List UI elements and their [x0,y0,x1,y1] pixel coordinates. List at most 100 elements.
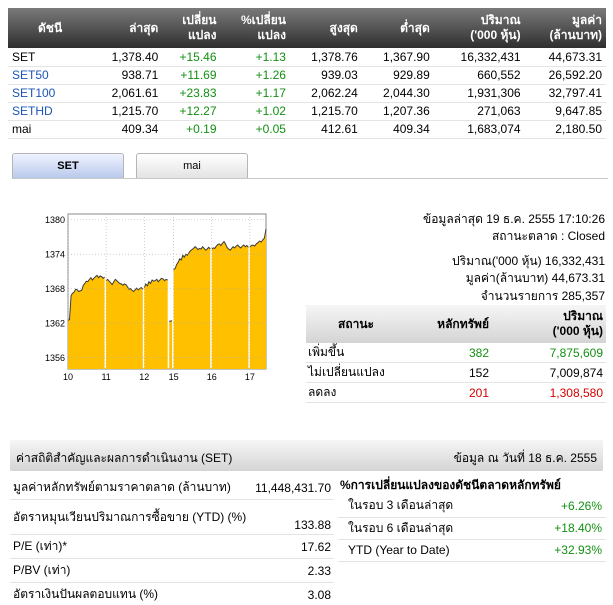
index-low: 2,044.30 [361,84,434,103]
status-volume: 7,009,874 [492,362,606,383]
line-series-17 [249,228,267,248]
index-table-header: ดัชนี ล่าสุด เปลี่ยน แปลง %เปลี่ยน แปลง สู… [8,8,606,48]
index-last: 1,215.70 [90,102,163,121]
index-change: +15.46 [162,48,221,67]
index-name[interactable]: SETHD [8,102,91,121]
stat-label: มูลค่าหลักทรัพย์ตามราคาตลาด (ล้านบาท) [10,476,252,500]
area-series-10 [68,275,105,369]
index-high: 939.03 [289,66,362,85]
col-header-status-volume: ปริมาณ ('000 หุ้น) [552,309,603,338]
table-row: ในรอบ 6 เดือนล่าสุด +18.40% [338,517,606,540]
index-pct-change: +1.13 [220,48,290,67]
table-row: เพิ่มขึ้น 382 7,875,609 [306,343,606,363]
index-change: +0.19 [162,120,221,139]
advance-decline-table: สถานะ หลักทรัพย์ ปริมาณ ('000 หุ้น) เพิ่ม… [306,305,606,403]
x-tick-label: 10 [63,372,73,382]
table-row: YTD (Year to Date) +32.93% [338,539,606,562]
index-last: 2,061.61 [90,84,163,103]
trades-count-text: จำนวนรายการ 285,357 [480,288,605,303]
index-value: 2,180.50 [524,120,606,139]
intraday-index-chart: 1356 1362 1368 1374 1380 10 11 12 15 16 17 [45,213,267,382]
index-value: 44,673.31 [524,48,606,67]
y-tick-label: 1374 [45,250,65,260]
status-label: เพิ่มขึ้น [306,343,406,363]
index-name: mai [8,120,91,139]
index-high: 412.61 [289,120,362,139]
table-row: mai 409.34 +0.19 +0.05 412.61 409.34 1,683,074… [8,120,606,139]
col-header-high: สูงสุด [329,20,358,35]
index-pct-change: +1.17 [220,84,290,103]
tab-mai[interactable]: mai [136,153,248,178]
index-low: 929.89 [361,66,434,85]
y-tick-label: 1368 [45,284,65,294]
index-change-label: YTD (Year to Date) [338,539,523,562]
area-series-16 [211,241,249,369]
col-header-value: มูลค่า (ล้านบาท) [549,13,602,42]
col-header-low: ต่ำสุด [400,20,430,35]
index-change: +12.27 [162,102,221,121]
area-series-12 [144,278,168,369]
stat-label: P/E (เท่า)* [10,534,252,559]
index-value: 9,647.85 [524,102,606,121]
table-row: SET50 938.71 +11.69 +1.26 939.03 929.89 660,55… [8,66,606,85]
area-series-17 [249,228,266,369]
index-last: 938.71 [90,66,163,85]
line-series-13 [169,320,173,322]
status-volume: 1,308,580 [492,382,606,403]
index-change-value: +6.26% [522,495,606,518]
stats-date: ข้อมูล ณ วันที่ 18 ธ.ค. 2555 [453,451,597,465]
area-series-11 [106,279,143,369]
col-header-last: ล่าสุด [129,20,159,35]
index-table: ดัชนี ล่าสุด เปลี่ยน แปลง %เปลี่ยน แปลง สู… [8,8,606,139]
line-series-11 [105,278,144,293]
total-volume-text: ปริมาณ('000 หุ้น) 16,332,431 [452,253,605,268]
table-row: SET 1,378.40 +15.46 +1.13 1,378.76 1,367.90 16… [8,48,606,67]
col-header-status: สถานะ [338,316,374,331]
index-change: +23.83 [162,84,221,103]
index-change-label: ในรอบ 3 เดือนล่าสุด [338,495,523,518]
status-volume: 7,875,609 [492,343,606,363]
area-series-15 [173,246,211,369]
index-name[interactable]: SET50 [8,66,91,85]
status-count: 152 [406,362,492,383]
market-status-text: สถานะตลาด : Closed [491,229,605,244]
x-tick-label: 12 [139,372,149,382]
table-row: SET100 2,061.61 +23.83 +1.17 2,062.24 2,044.3… [8,84,606,103]
index-value: 26,592.20 [524,66,606,85]
table-row: อัตราหมุนเวียนปริมาณการซื้อขาย (YTD) (%)… [10,499,334,535]
table-row: P/BV (เท่า) 2.33 [10,558,334,583]
index-volume: 16,332,431 [433,48,525,67]
stat-value: 3.08 [251,582,334,605]
col-header-index: ดัชนี [38,20,63,35]
x-tick-label: 16 [207,372,217,382]
col-header-volume: ปริมาณ ('000 หุ้น) [470,13,521,42]
index-change-value: +32.93% [522,539,606,562]
index-low: 409.34 [361,120,434,139]
advance-decline-header: สถานะ หลักทรัพย์ ปริมาณ ('000 หุ้น) [306,305,606,343]
y-tick-label: 1356 [45,353,65,363]
market-tabs: SET mai [12,153,608,179]
stat-value: 2.33 [251,558,334,583]
line-series-15 [173,245,211,271]
x-tick-label: 15 [169,372,179,382]
index-name[interactable]: SET100 [8,84,91,103]
key-statistics-table: มูลค่าหลักทรัพย์ตามราคาตลาด (ล้านบาท) 11,… [10,476,334,605]
stat-label: อัตราหมุนเวียนปริมาณการซื้อขาย (YTD) (%) [10,499,252,535]
index-volume: 660,552 [433,66,525,85]
index-high: 2,062.24 [289,84,362,103]
stats-title: ค่าสถิติสำคัญและผลการดำเนินงาน (SET) [16,451,233,465]
index-volume: 1,931,306 [433,84,525,103]
stats-header-bar: ค่าสถิติสำคัญและผลการดำเนินงาน (SET) ข้อ… [10,440,603,471]
index-value: 32,797.41 [524,84,606,103]
y-tick-label: 1380 [45,215,65,225]
col-header-pct-change: %เปลี่ยน แปลง [240,13,286,42]
table-row: ในรอบ 3 เดือนล่าสุด +6.26% [338,495,606,518]
tab-set[interactable]: SET [12,153,124,178]
index-low: 1,207.36 [361,102,434,121]
market-info: ข้อมูลล่าสุด 19 ธ.ค. 2555 17:10:26 สถานะ… [360,211,605,305]
stat-value: 133.88 [251,499,334,535]
line-series-16 [211,240,249,251]
status-count: 201 [406,382,492,403]
line-series-12 [143,277,168,288]
index-pct-change: +0.05 [220,120,290,139]
